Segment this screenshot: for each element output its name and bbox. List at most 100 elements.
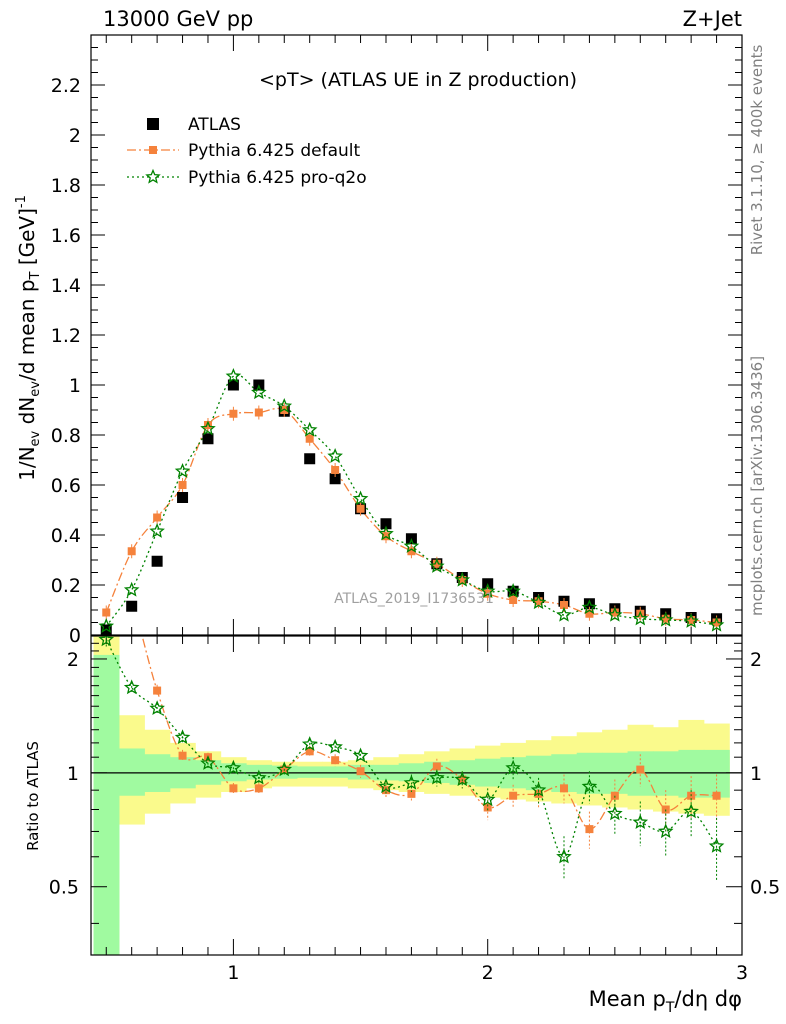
- inner-band-segment: [322, 766, 349, 778]
- ratio-proq2o-point: [556, 848, 572, 864]
- x-axis-label: Mean pT/dη dφ: [589, 987, 742, 1016]
- proq2o-point: [123, 581, 140, 597]
- atlas-point: [507, 585, 519, 597]
- atlas-point: [227, 379, 239, 391]
- proq2o-point: [657, 611, 674, 627]
- legend-label: Pythia 6.425 default: [188, 141, 361, 161]
- lower-y-tick-label: 2: [67, 649, 79, 671]
- default-point: [534, 597, 543, 606]
- ratio-default-point: [254, 784, 263, 793]
- ratio-default-point: [407, 789, 416, 798]
- ratio-default-point: [229, 784, 238, 793]
- proq2o-point: [200, 420, 216, 436]
- default-point: [559, 601, 568, 609]
- upper-y-tick-label: 0.2: [51, 575, 81, 597]
- default-point: [127, 547, 136, 556]
- proq2o-point: [454, 571, 471, 587]
- atlas-point: [583, 598, 595, 610]
- ratio-proq2o-point: [200, 755, 216, 770]
- default-point: [661, 614, 670, 623]
- ratio-proq2o-point: [123, 679, 140, 695]
- ratio-default-point: [331, 756, 340, 765]
- inner-band-segment: [652, 751, 679, 796]
- default-point: [153, 513, 162, 522]
- x-tick-label: 1: [227, 962, 239, 984]
- inner-band-segment: [93, 654, 120, 955]
- proq2o-point: [327, 448, 343, 463]
- legend-proq2o-marker: [145, 168, 161, 184]
- default-point: [585, 609, 594, 618]
- ratio-proq2o-point: [657, 823, 674, 839]
- proq2o-point: [403, 538, 420, 553]
- ratio-proq2o-line: [105, 639, 718, 858]
- upper-y-tick-label: 1.6: [51, 225, 81, 247]
- proq2o-point: [429, 558, 445, 573]
- default-point: [458, 576, 467, 584]
- lower-y-tick-label-right: 2: [750, 649, 762, 671]
- atlas-point: [329, 473, 341, 485]
- default-point: [254, 408, 263, 417]
- proq2o-point: [174, 463, 191, 478]
- proq2o-point: [530, 594, 547, 610]
- atlas-point: [304, 453, 316, 465]
- proq2o-point: [378, 525, 394, 541]
- ratio-default-point: [712, 791, 721, 800]
- ratio-proq2o-point: [607, 805, 623, 821]
- default-point: [687, 616, 696, 624]
- inner-band-segment: [703, 749, 730, 798]
- ratio-proq2o-point: [225, 759, 242, 775]
- legend-default-marker: [149, 146, 157, 154]
- lower-ylabel: Ratio to ATLAS: [24, 741, 42, 851]
- lower-y-tick-label-right: 0.5: [750, 877, 780, 899]
- proq2o-point: [581, 599, 598, 615]
- ratio-default-point: [636, 765, 645, 774]
- ratio-proq2o-point: [683, 803, 699, 819]
- legend-label: ATLAS: [188, 115, 241, 135]
- upper-y-tick-label: 0.8: [51, 425, 81, 447]
- proq2o-point: [607, 606, 623, 622]
- proq2o-point: [505, 583, 521, 598]
- legend-atlas-marker: [147, 118, 159, 130]
- proq2o-point: [683, 613, 699, 628]
- default-point: [331, 466, 340, 474]
- atlas-point: [151, 555, 163, 567]
- chart-title: <pT> (ATLAS UE in Z production): [259, 69, 577, 91]
- default-point: [610, 608, 619, 617]
- default-point: [203, 421, 212, 429]
- default-point: [407, 547, 416, 556]
- ratio-default-point: [509, 791, 518, 800]
- default-point: [102, 608, 111, 617]
- ratio-proq2o-point: [352, 747, 369, 763]
- ratio-proq2o-point: [429, 769, 445, 785]
- ratio-proq2o-point: [276, 761, 293, 777]
- ratio-proq2o-point: [301, 736, 318, 751]
- ratio-default-point: [178, 751, 187, 760]
- ratio-proq2o-point: [174, 729, 191, 745]
- ratio-default-point: [559, 784, 568, 793]
- proq2o-point: [251, 384, 267, 400]
- proq2o-point: [479, 583, 496, 598]
- default-point: [305, 434, 314, 443]
- ratio-default-point: [153, 686, 162, 695]
- atlas-point: [202, 433, 214, 445]
- default-point: [356, 504, 365, 513]
- proq2o-point: [556, 606, 572, 622]
- ratio-default-point: [483, 803, 492, 812]
- upper-y-tick-label: 1.8: [51, 175, 81, 197]
- upper-y-tick-label: 0.6: [51, 475, 81, 497]
- upper-y-tick-label: 2: [69, 125, 81, 147]
- ratio-proq2o-point: [505, 759, 521, 775]
- x-tick-label: 3: [736, 962, 748, 984]
- proq2o-point: [301, 421, 318, 437]
- proq2o-point: [352, 490, 369, 506]
- ratio-default-point: [534, 789, 543, 798]
- ratio-proq2o-point: [378, 778, 394, 794]
- ratio-proq2o-point: [98, 636, 115, 647]
- watermark: ATLAS_2019_I1736531: [334, 591, 494, 607]
- atlas-point: [177, 492, 189, 503]
- upper-ylabel: 1/Nev dNev/d mean pT [GeV]-1: [14, 195, 43, 481]
- mcplots-label: mcplots.cern.ch [arXiv:1306.3436]: [748, 356, 766, 616]
- svg-text:Mean pT/dη dφ: Mean pT/dη dφ: [589, 987, 742, 1016]
- lower-y-tick-label: 1: [67, 763, 79, 785]
